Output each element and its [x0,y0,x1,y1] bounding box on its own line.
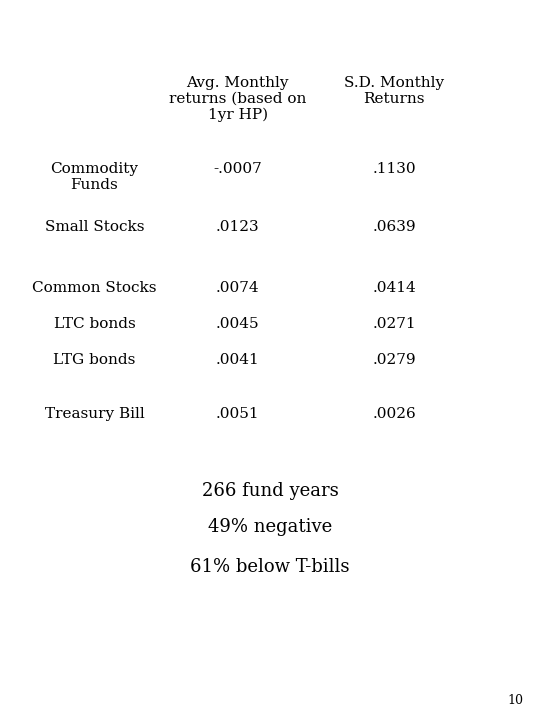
Text: 49% negative: 49% negative [208,518,332,536]
Text: 10: 10 [508,694,524,707]
Text: S.D. Monthly
Returns: S.D. Monthly Returns [344,76,444,106]
Text: .0045: .0045 [216,317,259,330]
Text: .0074: .0074 [216,281,259,294]
Text: .0279: .0279 [373,353,416,366]
Text: 61% below T-bills: 61% below T-bills [190,558,350,576]
Text: -.0007: -.0007 [213,162,262,176]
Text: .0414: .0414 [372,281,416,294]
Text: .0041: .0041 [215,353,260,366]
Text: LTC bonds: LTC bonds [53,317,136,330]
Text: .0271: .0271 [373,317,416,330]
Text: .0123: .0123 [216,220,259,233]
Text: Common Stocks: Common Stocks [32,281,157,294]
Text: .0051: .0051 [216,407,259,420]
Text: .0026: .0026 [372,407,416,420]
Text: 266 fund years: 266 fund years [201,482,339,500]
Text: Treasury Bill: Treasury Bill [45,407,144,420]
Text: Small Stocks: Small Stocks [45,220,144,233]
Text: Commodity
Funds: Commodity Funds [51,162,138,192]
Text: LTG bonds: LTG bonds [53,353,136,366]
Text: .1130: .1130 [373,162,416,176]
Text: Avg. Monthly
returns (based on
1yr HP): Avg. Monthly returns (based on 1yr HP) [169,76,306,122]
Text: .0639: .0639 [373,220,416,233]
